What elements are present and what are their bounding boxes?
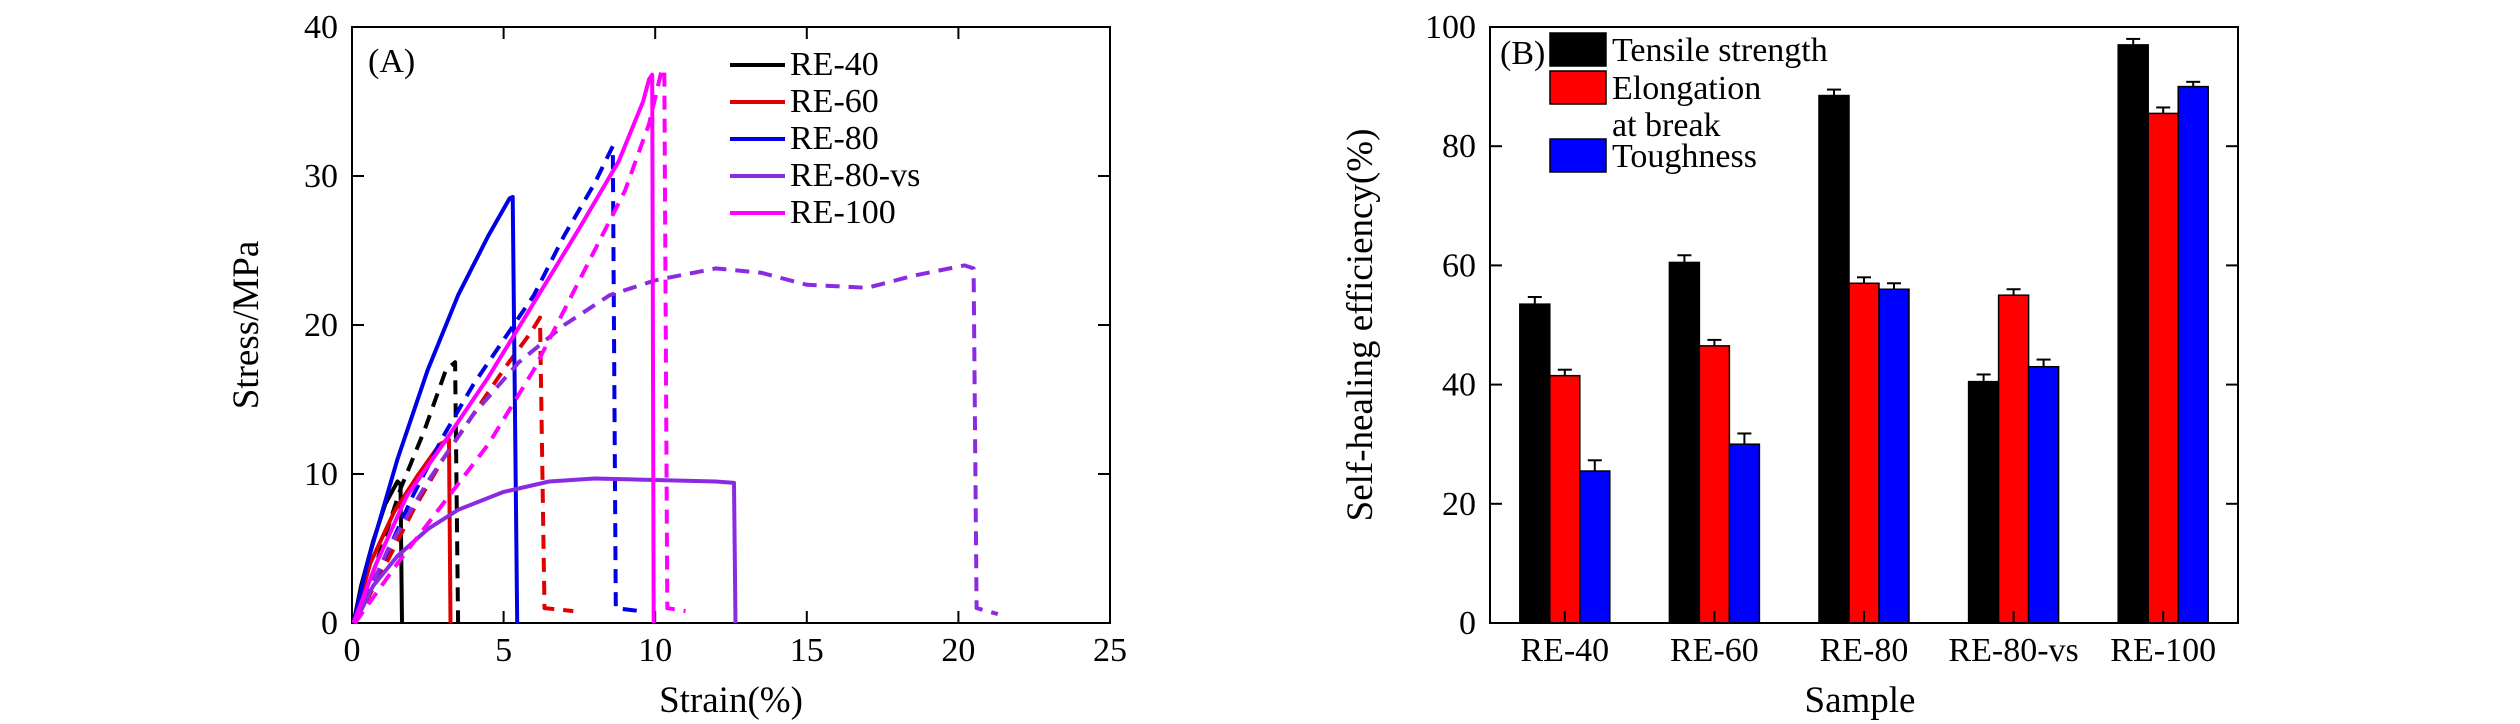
- bar-tensile-strength-re-40: [1519, 303, 1551, 624]
- bar-tensile-strength-re-100: [2117, 44, 2149, 624]
- legend-label-b: at break: [1612, 107, 1721, 144]
- y-axis-label-a: Stress/MPa: [226, 241, 267, 410]
- tick-labels-a: 0 5 10 15 20 25 0 10 20 30 40: [304, 9, 1127, 669]
- bar-elongation-at-break-re-100: [2147, 112, 2179, 624]
- bar-elongation-at-break-re-80: [1848, 282, 1880, 624]
- series-line-re-80-vs: [353, 476, 738, 624]
- self-healing-bar-chart: 0 20 40 60 80 100 RE-40 RE-60 RE-80 RE-80-vs RE-10…: [1340, 9, 2239, 721]
- series-line-re-40-healed: [353, 360, 461, 624]
- category-label-b: RE-100: [2110, 632, 2216, 669]
- x-tick-label-a: 20: [941, 632, 975, 669]
- y-tick-label-a: 20: [304, 307, 338, 344]
- category-label-b: RE-60: [1670, 632, 1759, 669]
- category-label-b: RE-40: [1520, 632, 1609, 669]
- bar-elongation-at-break-re-40: [1549, 374, 1581, 624]
- bar-elongation-at-break-re-60: [1698, 345, 1731, 624]
- panel-label-a: (A): [368, 43, 415, 80]
- y-tick-label-a: 30: [304, 158, 338, 195]
- x-tick-label-a: 0: [344, 632, 361, 669]
- y-tick-label-b: 0: [1459, 605, 1476, 642]
- category-label-b: RE-80-vs: [1948, 632, 2078, 669]
- legend-label-b: Elongation: [1612, 70, 1761, 107]
- x-tick-label-a: 25: [1093, 632, 1127, 669]
- y-tick-label-a: 0: [321, 605, 338, 642]
- bar-toughness-re-60: [1728, 443, 1761, 624]
- legend-label-a: RE-60: [790, 83, 879, 120]
- axis-ticks-b: [1490, 26, 2238, 624]
- plot-frame-a: [351, 26, 1111, 624]
- x-axis-label-b: Sample: [1805, 680, 1916, 721]
- bar-tensile-strength-re-80-vs: [1967, 380, 2000, 624]
- series-line-re-80-vs-healed: [353, 263, 999, 624]
- x-tick-label-a: 10: [638, 632, 672, 669]
- series-line-re-80-healed: [353, 144, 641, 624]
- legend-label-b: Toughness: [1612, 138, 1757, 175]
- series-line-re-100: [351, 72, 656, 624]
- bar-tensile-strength-re-80: [1818, 94, 1850, 624]
- y-tick-label-a: 10: [304, 456, 338, 493]
- legend-swatch-b: [1549, 138, 1607, 173]
- legend-label-a: RE-100: [790, 194, 896, 231]
- series-line-re-80: [351, 194, 520, 624]
- x-axis-label-a: Strain(%): [659, 680, 803, 721]
- y-tick-label-b: 20: [1442, 486, 1476, 523]
- legend-label-a: RE-80: [790, 120, 879, 157]
- legend-label-a: RE-80-vs: [790, 157, 920, 194]
- series-lines-a: [351, 66, 999, 625]
- series-line-re-60: [351, 437, 453, 624]
- y-tick-label-a: 40: [304, 9, 338, 46]
- legend-label-a: RE-40: [790, 46, 879, 83]
- y-tick-label-b: 60: [1442, 247, 1476, 284]
- y-tick-label-b: 100: [1425, 9, 1476, 46]
- bar-toughness-re-100: [2177, 85, 2209, 624]
- y-tick-label-b: 80: [1442, 128, 1476, 165]
- x-tick-label-a: 5: [495, 632, 512, 669]
- bar-toughness-re-40: [1579, 470, 1611, 624]
- legend-label-b: Tensile strength: [1612, 32, 1828, 69]
- series-line-re-60-healed: [353, 315, 574, 624]
- axis-ticks-a: [351, 26, 1111, 624]
- category-label-b: RE-80: [1820, 632, 1909, 669]
- series-line-re-100-healed: [353, 66, 686, 625]
- panel-label-b: (B): [1500, 35, 1545, 72]
- legend-swatch-b: [1549, 70, 1607, 105]
- bar-toughness-re-80: [1878, 288, 1910, 624]
- tick-labels-b: 0 20 40 60 80 100 RE-40 RE-60 RE-80 RE-80-vs RE-10…: [1425, 9, 2216, 669]
- bar-elongation-at-break-re-80-vs: [1997, 294, 2030, 624]
- y-tick-label-b: 40: [1442, 367, 1476, 404]
- bar-toughness-re-80-vs: [2027, 365, 2060, 624]
- legend-swatch-b: [1549, 32, 1607, 67]
- y-axis-label-b: Self-healing efficiency(%): [1340, 129, 1381, 522]
- x-tick-label-a: 15: [790, 632, 824, 669]
- bar-tensile-strength-re-60: [1668, 261, 1701, 624]
- bars-b: [1519, 37, 2209, 624]
